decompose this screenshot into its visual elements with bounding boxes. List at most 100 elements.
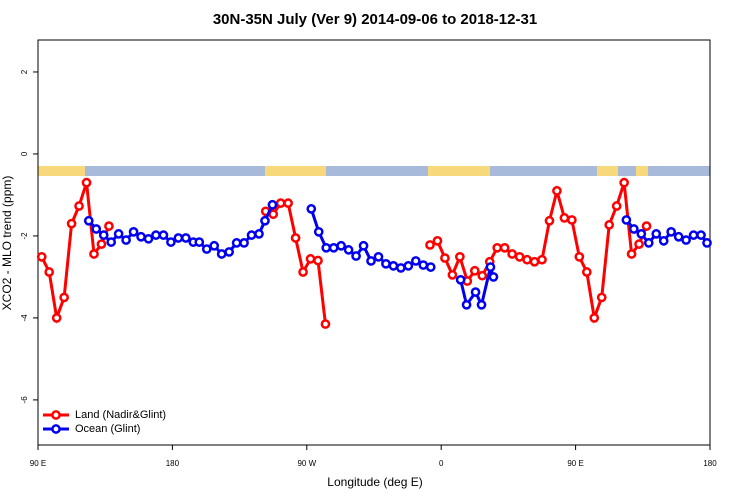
point xyxy=(381,258,391,269)
point xyxy=(128,226,139,237)
point xyxy=(688,230,699,240)
point xyxy=(267,199,278,210)
legend-label: Land (Nadir&Glint) xyxy=(75,409,166,421)
point xyxy=(702,238,712,248)
point xyxy=(418,260,429,270)
point xyxy=(320,319,331,329)
point xyxy=(373,251,384,262)
point xyxy=(485,262,496,272)
point xyxy=(328,242,339,253)
land-band xyxy=(428,166,490,176)
point xyxy=(113,229,124,239)
point xyxy=(306,204,317,214)
point xyxy=(201,244,212,254)
point xyxy=(290,233,301,243)
point xyxy=(567,215,577,225)
y-tick-label: -2 xyxy=(20,232,29,240)
point xyxy=(151,230,161,240)
point xyxy=(425,240,435,250)
point xyxy=(544,215,555,226)
point xyxy=(74,201,84,211)
land-band xyxy=(38,166,85,176)
point xyxy=(313,255,323,266)
point xyxy=(425,262,436,272)
series-line xyxy=(87,204,709,310)
point xyxy=(321,242,332,253)
point xyxy=(651,229,662,239)
land-band xyxy=(636,166,648,176)
point xyxy=(239,238,249,248)
point xyxy=(507,249,517,259)
x-tick-label: 0 xyxy=(439,459,444,468)
y-tick-label: -4 xyxy=(20,314,29,322)
point xyxy=(246,230,257,240)
point xyxy=(158,230,169,240)
point xyxy=(89,249,99,259)
point xyxy=(275,198,286,208)
series xyxy=(36,177,652,329)
point xyxy=(298,267,308,277)
point xyxy=(455,274,466,285)
y-axis-label: XCO2 - MLO trend (ppm) xyxy=(0,176,14,311)
point xyxy=(59,292,69,303)
point xyxy=(143,233,154,244)
land-band xyxy=(597,166,618,176)
x-tick-label: 180 xyxy=(166,459,180,468)
point xyxy=(432,236,443,246)
point xyxy=(388,261,399,271)
point xyxy=(636,229,647,239)
point xyxy=(470,287,481,297)
point xyxy=(36,251,47,262)
point xyxy=(537,254,547,265)
point xyxy=(447,270,458,280)
legend: Land (Nadir&Glint) Ocean (Glint) xyxy=(43,409,166,435)
point xyxy=(477,270,488,281)
series-line xyxy=(40,182,648,325)
x-axis-label: Longitude (deg E) xyxy=(327,475,422,489)
point xyxy=(581,267,592,277)
point xyxy=(96,239,107,249)
land-band xyxy=(265,166,326,176)
point xyxy=(696,230,706,240)
point xyxy=(604,220,615,230)
point xyxy=(91,224,102,234)
x-tick-label: 90 E xyxy=(30,459,46,468)
point xyxy=(455,251,465,262)
point xyxy=(194,237,205,247)
point xyxy=(166,237,176,247)
point xyxy=(461,299,472,310)
x-tick-label: 90 W xyxy=(297,459,316,468)
point xyxy=(224,247,234,257)
x-tick-label: 90 E xyxy=(567,459,583,468)
surface-band xyxy=(38,166,710,176)
point xyxy=(619,177,629,188)
point xyxy=(626,249,637,259)
point xyxy=(559,213,570,223)
point xyxy=(81,177,92,188)
point xyxy=(476,299,487,310)
point xyxy=(596,292,607,303)
point xyxy=(336,240,346,251)
point xyxy=(514,251,525,262)
point xyxy=(658,236,669,246)
legend-label: Ocean (Glint) xyxy=(75,423,140,435)
point xyxy=(681,235,691,245)
point xyxy=(366,256,376,266)
point xyxy=(643,238,654,248)
ocean-band xyxy=(38,166,710,176)
point xyxy=(351,251,361,261)
x-tick-label: 180 xyxy=(703,459,717,468)
point xyxy=(634,239,644,249)
point xyxy=(231,238,242,248)
plot-frame xyxy=(37,39,711,446)
point xyxy=(44,267,55,277)
point xyxy=(440,253,450,263)
point xyxy=(522,254,532,265)
point xyxy=(410,256,421,266)
point xyxy=(83,215,94,226)
point xyxy=(216,249,227,259)
point xyxy=(621,215,632,225)
point xyxy=(173,233,184,243)
point xyxy=(209,240,220,251)
point xyxy=(529,256,540,267)
